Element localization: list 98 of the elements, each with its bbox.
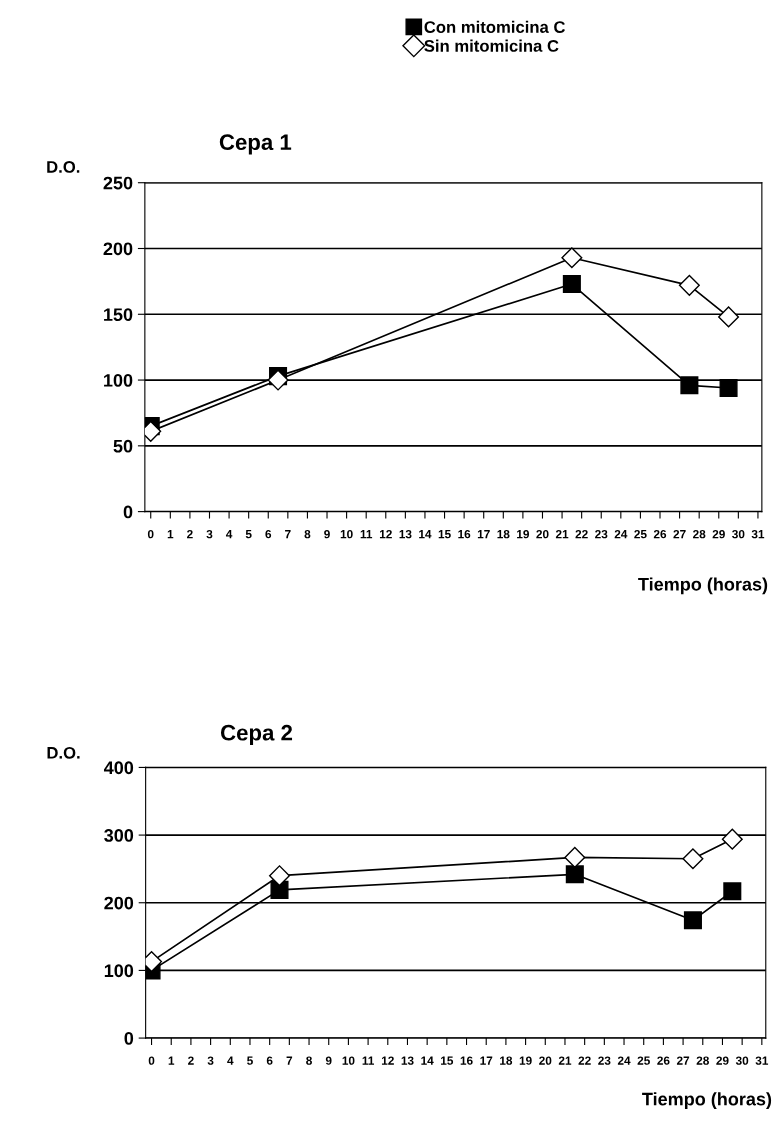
x-tick-label: 19 xyxy=(517,529,530,539)
x-tick-label: 20 xyxy=(539,1056,552,1065)
x-tick-label: 0 xyxy=(148,1056,155,1065)
x-tick-label: 17 xyxy=(480,1056,493,1065)
x-axis-title: Tiempo (horas) xyxy=(642,1092,772,1110)
x-tick-label: 14 xyxy=(419,530,432,539)
point xyxy=(270,880,289,899)
x-tick-label: 6 xyxy=(266,1056,273,1065)
x-tick-label: 25 xyxy=(634,529,647,539)
x-tick-label: 15 xyxy=(438,530,451,539)
x-tick-label: 9 xyxy=(324,529,330,539)
point xyxy=(564,846,586,868)
x-tick-label: 16 xyxy=(458,529,471,539)
y-tick-label: 200 xyxy=(103,242,133,256)
x-tick-label: 5 xyxy=(245,530,252,539)
point xyxy=(268,865,291,887)
x-tick-label: 8 xyxy=(304,529,311,539)
x-tick-label: 31 xyxy=(755,1056,769,1065)
point xyxy=(678,274,700,296)
y-tick-label: 300 xyxy=(104,829,134,842)
x-tick-label: 23 xyxy=(595,529,608,539)
x-tick-label: 24 xyxy=(617,1056,631,1065)
legend-label: Con mitomicina C xyxy=(424,20,566,33)
x-tick-label: 3 xyxy=(207,1056,214,1065)
y-tick-label: 150 xyxy=(104,308,133,321)
y-tick-label: 0 xyxy=(124,1032,134,1045)
x-tick-label: 26 xyxy=(653,529,667,539)
x-tick-label: 11 xyxy=(362,1056,375,1065)
x-tick-label: 13 xyxy=(399,529,412,539)
x-tick-label: 25 xyxy=(637,1056,650,1065)
x-tick-label: 26 xyxy=(657,1056,670,1065)
x-tick-label: 5 xyxy=(247,1056,253,1065)
x-tick-label: 7 xyxy=(285,530,291,539)
x-tick-label: 29 xyxy=(716,1056,729,1065)
x-tick-label: 11 xyxy=(360,530,373,539)
x-tick-label: 1 xyxy=(167,530,174,539)
x-tick-label: 27 xyxy=(676,1056,690,1065)
x-tick-label: 7 xyxy=(286,1056,293,1065)
y-tick-label: 100 xyxy=(104,964,134,978)
x-tick-label: 10 xyxy=(340,529,353,539)
point xyxy=(723,882,742,901)
x-tick-label: 6 xyxy=(265,529,272,539)
x-tick-label: 31 xyxy=(751,529,765,539)
chart-title: Cepa 1 xyxy=(219,134,292,155)
x-tick-label: 27 xyxy=(673,529,686,539)
x-tick-label: 2 xyxy=(188,1056,194,1065)
x-tick-label: 30 xyxy=(735,1056,749,1065)
x-tick-label: 16 xyxy=(460,1056,473,1065)
x-tick-label: 18 xyxy=(497,529,510,539)
x-tick-label: 28 xyxy=(696,1056,709,1065)
x-tick-label: 1 xyxy=(168,1056,175,1065)
point xyxy=(718,306,740,328)
x-tick-label: 13 xyxy=(401,1056,414,1065)
x-tick-label: 21 xyxy=(558,1056,572,1065)
x-axis-title: Tiempo (horas) xyxy=(638,577,768,595)
x-tick-label: 14 xyxy=(421,1056,434,1065)
legend-label: Sin mitomicina C xyxy=(424,39,559,52)
x-tick-label: 12 xyxy=(381,1056,394,1065)
x-tick-label: 20 xyxy=(536,529,549,539)
x-tick-label: 21 xyxy=(555,529,569,539)
point xyxy=(561,247,583,269)
x-tick-label: 4 xyxy=(225,530,233,539)
x-tick-label: 4 xyxy=(227,1056,234,1065)
x-tick-label: 23 xyxy=(598,1056,611,1065)
y-tick-label: 400 xyxy=(103,761,134,775)
x-tick-label: 28 xyxy=(693,529,706,539)
point xyxy=(267,369,289,391)
point xyxy=(719,378,738,397)
x-tick-label: 29 xyxy=(712,529,725,539)
y-tick-label: 250 xyxy=(103,176,133,190)
x-tick-label: 0 xyxy=(147,529,154,539)
x-tick-label: 10 xyxy=(342,1056,355,1065)
point xyxy=(562,274,581,294)
point xyxy=(682,848,704,870)
x-tick-label: 3 xyxy=(206,529,213,539)
point xyxy=(680,376,699,395)
x-tick-label: 22 xyxy=(578,1056,591,1065)
x-tick-label: 22 xyxy=(575,529,588,539)
x-tick-label: 30 xyxy=(732,529,745,539)
x-tick-label: 2 xyxy=(187,529,193,539)
x-tick-label: 19 xyxy=(519,1056,532,1065)
point xyxy=(721,828,743,850)
x-tick-label: 15 xyxy=(441,1056,454,1065)
x-tick-label: 8 xyxy=(306,1056,312,1065)
chart-title: Cepa 2 xyxy=(220,724,293,745)
y-tick-label: 50 xyxy=(113,439,133,453)
x-tick-label: 24 xyxy=(614,529,628,539)
x-tick-label: 9 xyxy=(325,1056,332,1065)
y-tick-label: 0 xyxy=(123,505,133,519)
y-tick-label: 200 xyxy=(104,896,134,910)
x-tick-label: 17 xyxy=(477,530,490,539)
y-axis-title: D.O. xyxy=(47,161,80,173)
y-axis-title: D.O. xyxy=(47,746,80,759)
x-tick-label: 12 xyxy=(379,529,392,539)
x-tick-label: 18 xyxy=(500,1056,513,1065)
point xyxy=(565,865,584,884)
point xyxy=(683,911,702,930)
y-tick-label: 100 xyxy=(104,373,133,387)
